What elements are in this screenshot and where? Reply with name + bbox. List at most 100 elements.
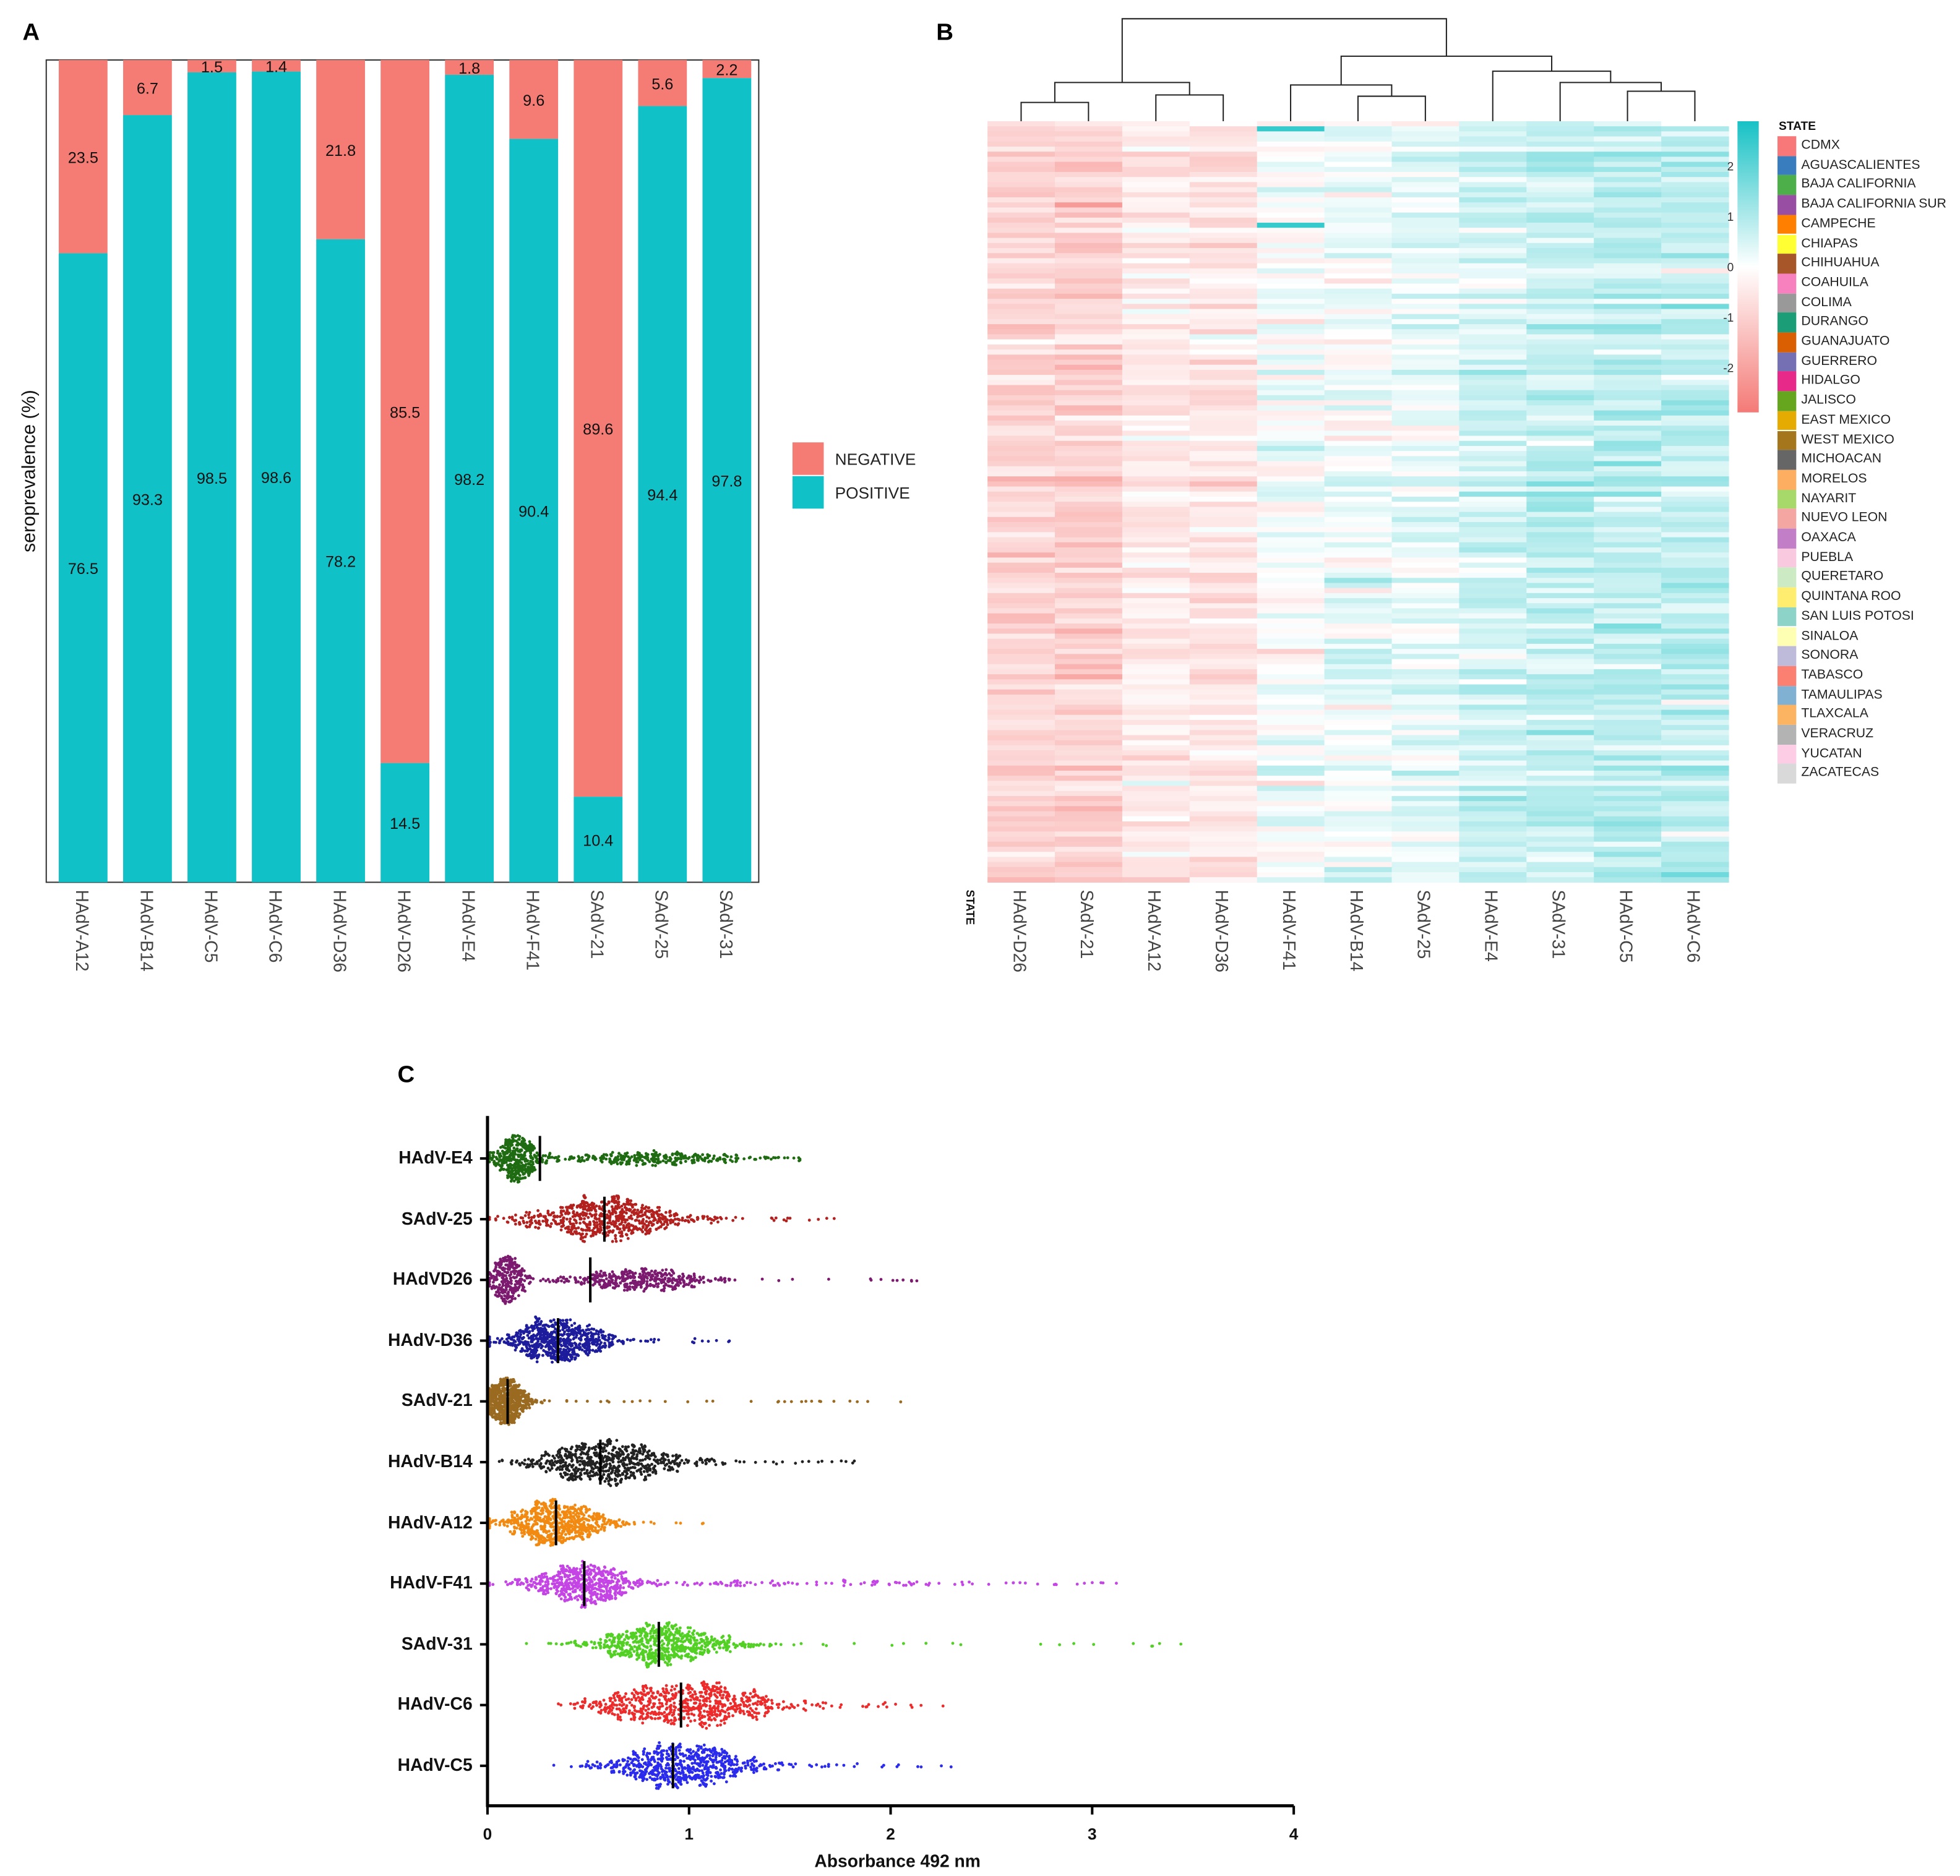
heatmap-cell — [1257, 161, 1325, 168]
heatmap-cell — [1526, 795, 1594, 802]
data-point — [609, 1159, 612, 1163]
heatmap-cell — [1459, 857, 1527, 863]
bar-negative — [58, 59, 108, 254]
data-point — [519, 1333, 523, 1337]
data-point — [625, 1273, 629, 1277]
heatmap-cell — [1055, 278, 1123, 285]
heatmap-cell — [1189, 288, 1258, 294]
heatmap-cell — [1459, 375, 1527, 380]
heatmap-cell — [1122, 278, 1190, 285]
heatmap-cell — [1055, 461, 1123, 467]
heatmap-cell — [1257, 440, 1325, 447]
heatmap-cell — [1189, 669, 1258, 675]
heatmap-cell — [1122, 694, 1190, 700]
data-point — [523, 1289, 527, 1293]
heatmap-cell — [987, 268, 1055, 274]
data-point — [551, 1360, 554, 1364]
heatmap-cell — [1391, 542, 1460, 548]
heatmap-cell — [1594, 435, 1662, 442]
heatmap-cell — [1459, 354, 1527, 361]
state-legend-label: PUEBLA — [1801, 549, 1854, 565]
state-legend-label: AGUASCALIENTES — [1801, 156, 1920, 173]
data-point — [522, 1172, 525, 1176]
heatmap-cell — [1661, 790, 1729, 797]
heatmap-cell — [1055, 638, 1123, 645]
heatmap-cell — [1459, 846, 1527, 852]
data-point — [561, 1350, 565, 1354]
heatmap-cell — [1257, 527, 1325, 533]
heatmap-cell — [1459, 430, 1527, 437]
heatmap-cell — [1122, 456, 1190, 462]
heatmap-cell — [1661, 207, 1729, 213]
heatmap-cell — [1391, 684, 1460, 690]
heatmap-cell — [1122, 309, 1190, 315]
heatmap-cell — [1594, 304, 1662, 310]
data-point — [562, 1337, 565, 1341]
heatmap-cell — [1594, 223, 1662, 228]
heatmap-cell — [1661, 334, 1729, 340]
state-legend-label: TAMAULIPAS — [1801, 687, 1883, 702]
heatmap-cell — [1122, 507, 1190, 513]
data-point — [656, 1206, 660, 1209]
heatmap-cell — [1594, 242, 1662, 249]
heatmap-cell — [1055, 364, 1123, 370]
data-point — [545, 1159, 549, 1163]
heatmap-cell — [1189, 846, 1258, 852]
data-point — [617, 1152, 621, 1155]
heatmap-cell — [987, 410, 1055, 416]
data-point — [540, 1327, 544, 1331]
data-point — [590, 1334, 594, 1337]
heatmap-cell — [987, 339, 1055, 345]
heatmap-cell — [987, 760, 1055, 766]
heatmap-cell — [1122, 649, 1190, 654]
heatmap-cell — [1324, 334, 1393, 340]
heatmap-cell — [1189, 172, 1258, 178]
data-point — [684, 1219, 687, 1222]
heatmap-cell — [1324, 770, 1393, 776]
heatmap-cell — [1594, 146, 1662, 152]
data-point — [640, 1277, 643, 1280]
heatmap-cell — [1526, 359, 1594, 366]
data-point — [585, 1232, 588, 1236]
data-point — [891, 1279, 895, 1282]
heatmap-cell — [1324, 750, 1393, 756]
data-point — [603, 1345, 607, 1349]
heatmap-cell — [1189, 471, 1258, 477]
data-point — [523, 1349, 527, 1353]
heatmap-cell — [1055, 314, 1123, 320]
data-point — [706, 1154, 710, 1158]
data-point — [632, 1212, 636, 1216]
state-legend-swatch — [1777, 391, 1797, 411]
heatmap-cell — [1594, 166, 1662, 173]
heatmap-cell — [1391, 522, 1460, 528]
data-point — [565, 1209, 569, 1212]
heatmap-cell — [1526, 415, 1594, 421]
heatmap-cell — [1189, 242, 1258, 249]
heatmap-cell — [1526, 709, 1594, 716]
data-point — [614, 1234, 617, 1238]
data-point — [652, 1157, 656, 1161]
heatmap-cell — [1661, 537, 1729, 543]
heatmap-cell — [1661, 187, 1729, 193]
heatmap-cell — [1594, 248, 1662, 254]
heatmap-cell — [1122, 172, 1190, 178]
heatmap-cell — [1526, 740, 1594, 746]
heatmap-cell — [1391, 131, 1460, 137]
heatmap-cell — [1594, 309, 1662, 315]
heatmap-cell — [1189, 532, 1258, 538]
heatmap-cell — [1189, 654, 1258, 660]
data-point — [567, 1326, 570, 1329]
heatmap-cell — [1526, 426, 1594, 431]
data-point — [512, 1146, 516, 1150]
heatmap-cell — [1122, 395, 1190, 401]
data-point — [718, 1156, 722, 1160]
data-point — [669, 1214, 673, 1217]
heatmap-cell — [1257, 740, 1325, 746]
heatmap-cell — [1391, 588, 1460, 594]
heatmap-cell — [1324, 654, 1393, 660]
heatmap-cell — [1257, 324, 1325, 330]
state-legend-label: SONORA — [1801, 647, 1859, 663]
data-point — [598, 1207, 601, 1210]
heatmap-cell — [1324, 207, 1393, 213]
